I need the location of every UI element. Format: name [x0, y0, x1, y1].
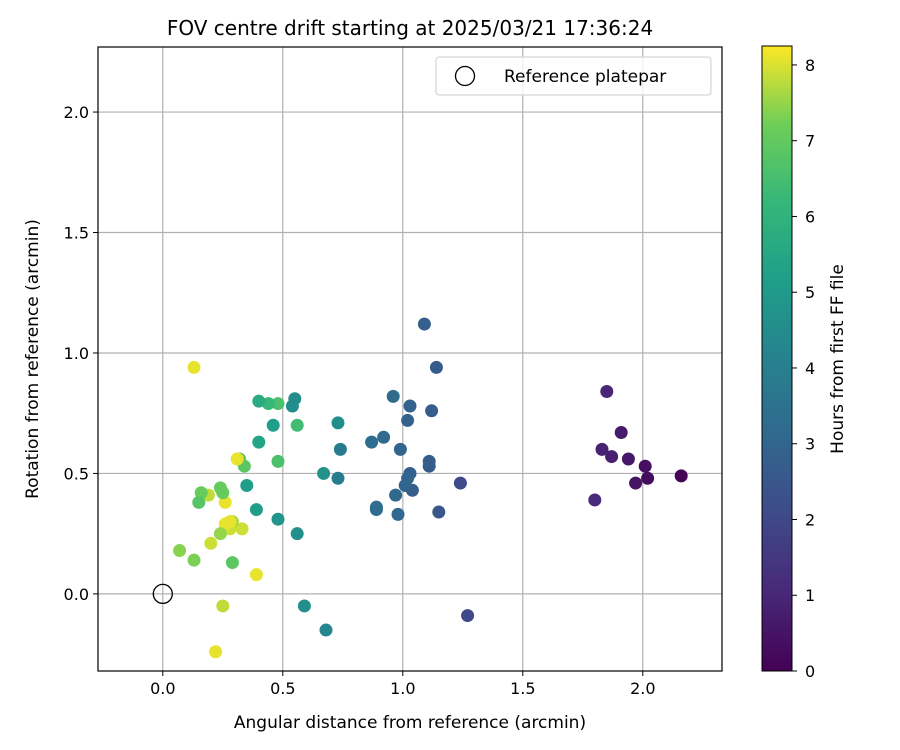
colorbar-tick-label: 1 [805, 586, 815, 605]
data-point [187, 360, 201, 374]
data-point [401, 413, 415, 427]
colorbar-tick-label: 6 [805, 207, 815, 226]
colorbar-tick-label: 3 [805, 435, 815, 454]
data-point [641, 471, 655, 485]
colorbar-tick-label: 4 [805, 359, 815, 378]
data-point [266, 418, 280, 432]
data-point [588, 493, 602, 507]
reference-marker [152, 583, 173, 605]
data-point [331, 471, 345, 485]
data-point [391, 507, 405, 521]
x-tick-label: 2.0 [630, 679, 655, 698]
y-tick-label: 0.5 [64, 464, 89, 483]
data-point [230, 452, 244, 466]
data-point [192, 495, 206, 509]
x-tick-label: 0.0 [150, 679, 175, 698]
data-point [600, 385, 614, 399]
y-tick-label: 1.0 [64, 344, 89, 363]
data-point [377, 430, 391, 444]
data-point [271, 454, 285, 468]
data-point [271, 512, 285, 526]
colorbar-tick-label: 0 [805, 662, 815, 681]
data-point [240, 478, 254, 492]
y-tick-label: 0.0 [64, 585, 89, 604]
data-point [369, 503, 383, 517]
x-tick-label: 1.5 [510, 679, 535, 698]
y-axis-label: Rotation from reference (arcmin) [23, 219, 43, 499]
y-tick-label: 1.5 [64, 224, 89, 243]
data-point [674, 469, 688, 483]
colorbar-tick-label: 8 [805, 56, 815, 75]
grid-lines [98, 47, 722, 671]
data-point [461, 609, 475, 623]
data-point [386, 389, 400, 403]
x-tick-label: 0.5 [270, 679, 295, 698]
data-point [290, 418, 304, 432]
colorbar-ticks: 0 1 2 3 4 5 6 7 8 [792, 56, 815, 681]
data-point [595, 442, 609, 456]
data-point [319, 623, 333, 637]
data-point [271, 397, 285, 411]
x-axis-label: Angular distance from reference (arcmin) [234, 713, 586, 733]
data-point [288, 392, 302, 406]
data-point [213, 527, 227, 541]
colorbar-label: Hours from first FF file [828, 264, 848, 454]
colorbar-tick-label: 2 [805, 510, 815, 529]
y-axis-ticks: 0.0 0.5 1.0 1.5 2.0 [64, 103, 98, 604]
reference-platepar-marker [152, 583, 173, 605]
data-point [389, 488, 403, 502]
colorbar-gradient [761, 45, 793, 672]
legend-reference-marker [454, 65, 476, 87]
data-point [432, 505, 446, 519]
x-tick-label: 1.0 [390, 679, 415, 698]
data-point [317, 466, 331, 480]
data-point [629, 476, 643, 490]
legend-box [435, 56, 712, 96]
data-point [605, 450, 619, 464]
plot-frame [97, 46, 723, 672]
data-point [252, 394, 266, 408]
colorbar-tick-label: 7 [805, 132, 815, 151]
data-point [290, 527, 304, 541]
data-point [401, 471, 415, 485]
data-point [331, 416, 345, 430]
colorbar-tick-label: 5 [805, 283, 815, 302]
data-point [204, 536, 218, 550]
data-point [621, 452, 635, 466]
data-point [365, 435, 379, 449]
data-point [429, 360, 443, 374]
colorbar: 0 1 2 3 4 5 6 7 8 Hours from first FF file [761, 45, 848, 681]
data-point [403, 399, 417, 413]
data-point [216, 599, 230, 613]
data-point [422, 454, 436, 468]
legend: Reference platepar [435, 56, 712, 96]
data-point [453, 476, 467, 490]
data-point [173, 544, 187, 558]
chart-title: FOV centre drift starting at 2025/03/21 … [167, 16, 653, 40]
data-point [218, 517, 232, 531]
data-point [425, 404, 439, 418]
data-point [249, 568, 263, 582]
data-point [417, 317, 431, 331]
data-point [638, 459, 652, 473]
data-point [393, 442, 407, 456]
legend-label-reference: Reference platepar [504, 67, 666, 87]
data-point [614, 425, 628, 439]
data-point [209, 645, 223, 659]
data-point [225, 556, 239, 570]
data-point [187, 553, 201, 567]
x-axis-ticks: 0.0 0.5 1.0 1.5 2.0 [150, 671, 656, 698]
data-point [216, 486, 230, 500]
data-point [249, 503, 263, 517]
data-point [297, 599, 311, 613]
data-point [333, 442, 347, 456]
data-point [252, 435, 266, 449]
y-tick-label: 2.0 [64, 103, 89, 122]
data-point [235, 522, 249, 536]
data-points [173, 317, 688, 659]
